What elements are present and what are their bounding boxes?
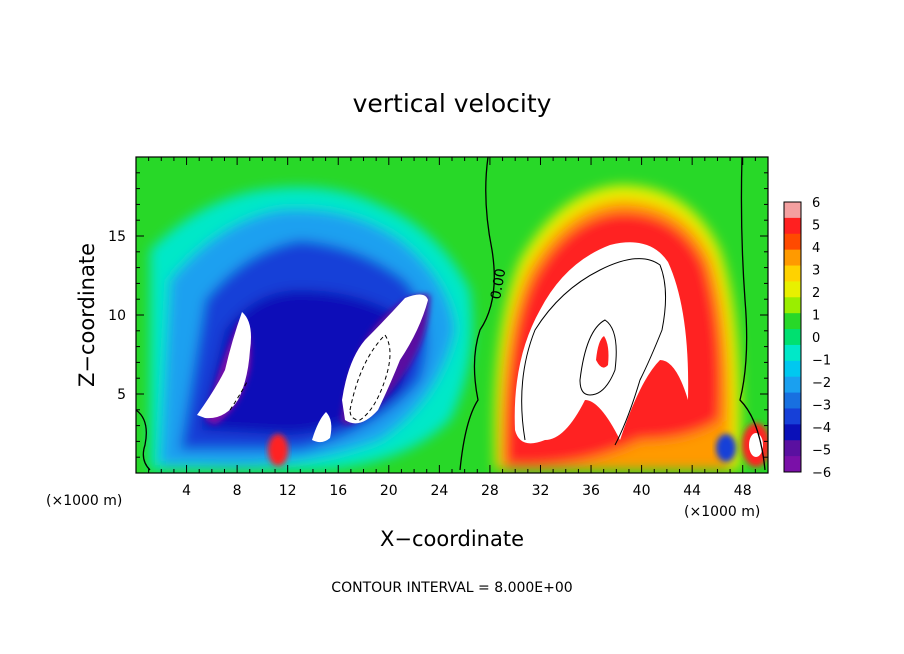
y-tick-label: 10 (108, 308, 126, 324)
colorbar-tick-label: 0 (812, 331, 820, 346)
colorbar-swatch (784, 233, 801, 251)
downdraft-white-left (197, 312, 251, 419)
colorbar-swatch (784, 440, 801, 457)
x-tick-label: 8 (233, 483, 242, 499)
colorbar-tick-label: −1 (812, 354, 831, 369)
colorbar-tick-label: −3 (812, 399, 831, 414)
x-tick-label: 40 (633, 483, 651, 499)
colorbar-swatch (784, 360, 801, 378)
colorbar-tick-label: −2 (812, 376, 831, 391)
colorbar-tick-label: 2 (812, 286, 820, 301)
zero-contour-line-right (739, 157, 766, 471)
x-axis-ticks: 4 8 12 16 20 24 28 32 36 40 44 48 (148, 157, 756, 499)
x-tick-label: 16 (329, 483, 347, 499)
updraft-red-spot (596, 336, 609, 368)
colorbar-swatch (784, 344, 801, 362)
colorbar-swatch (784, 265, 801, 282)
zero-contour-line (459, 157, 495, 471)
contour-label: 0.00 (488, 267, 509, 300)
colorbar-tick-label: 1 (812, 309, 820, 324)
x-tick-label: 44 (683, 483, 701, 499)
downdraft-white-small (312, 412, 332, 443)
x-axis-title: X−coordinate (380, 527, 524, 551)
x-tick-label: 4 (182, 483, 191, 499)
colorbar-swatch (784, 297, 801, 314)
colorbar-swatch (784, 408, 801, 425)
chart-title: vertical velocity (353, 89, 552, 118)
colorbar-swatch (784, 249, 801, 267)
colorbar-swatch (784, 313, 801, 330)
y-tick-label: 15 (108, 229, 126, 245)
colorbar-tick-label: −5 (812, 444, 831, 459)
colorbar-frame (783, 201, 802, 473)
contour-interval-note: CONTOUR INTERVAL = 8.000E+00 (331, 580, 572, 596)
colorbar-tick-label: −6 (812, 466, 831, 481)
colorbar-swatch (784, 281, 801, 298)
colorbar-tick-label: 5 (812, 219, 820, 234)
colorbar-tick-label: −4 (812, 421, 831, 436)
downdraft-white-right (342, 294, 428, 424)
colorbar-tick-label: 6 (812, 196, 820, 211)
colorbar-swatch (784, 424, 801, 441)
updraft-contour-inner (579, 319, 617, 396)
heatmap-field: 0.00 (136, 157, 768, 473)
colorbar-tick-label: 3 (812, 264, 820, 279)
x-tick-label: 48 (734, 483, 752, 499)
colorbar (784, 202, 801, 473)
colorbar-tick-label: 4 (812, 241, 820, 256)
downdraft-contour (349, 334, 391, 421)
colorbar-swatch (784, 456, 801, 473)
y-axis-title: Z−coordinate (75, 243, 99, 387)
colorbar-swatch (784, 329, 801, 346)
colorbar-ticks: 6 5 4 3 2 1 0 −1 −2 −3 −4 −5 −6 (812, 196, 831, 481)
updraft-contour-outer (521, 258, 667, 446)
downdraft-contour-left (229, 379, 249, 411)
x-tick-label: 36 (582, 483, 600, 499)
zero-contour-line-left (136, 409, 151, 471)
colorbar-swatch (784, 202, 801, 219)
x-tick-label: 28 (481, 483, 499, 499)
colorbar-swatch (784, 376, 801, 394)
x-tick-label: 12 (279, 483, 297, 499)
x-unit-label-right: (×1000 m) (684, 504, 760, 520)
x-tick-label: 32 (532, 483, 550, 499)
colorbar-swatch (784, 392, 801, 409)
surface-downdraft-right (716, 434, 736, 462)
x-unit-label-left: (×1000 m) (46, 493, 122, 509)
colorbar-swatch (784, 217, 801, 235)
x-tick-label: 20 (380, 483, 398, 499)
y-axis-ticks: 5 10 15 (108, 172, 768, 458)
y-tick-label: 5 (117, 387, 126, 403)
x-tick-label: 24 (430, 483, 448, 499)
surface-updraft-left (268, 434, 288, 466)
